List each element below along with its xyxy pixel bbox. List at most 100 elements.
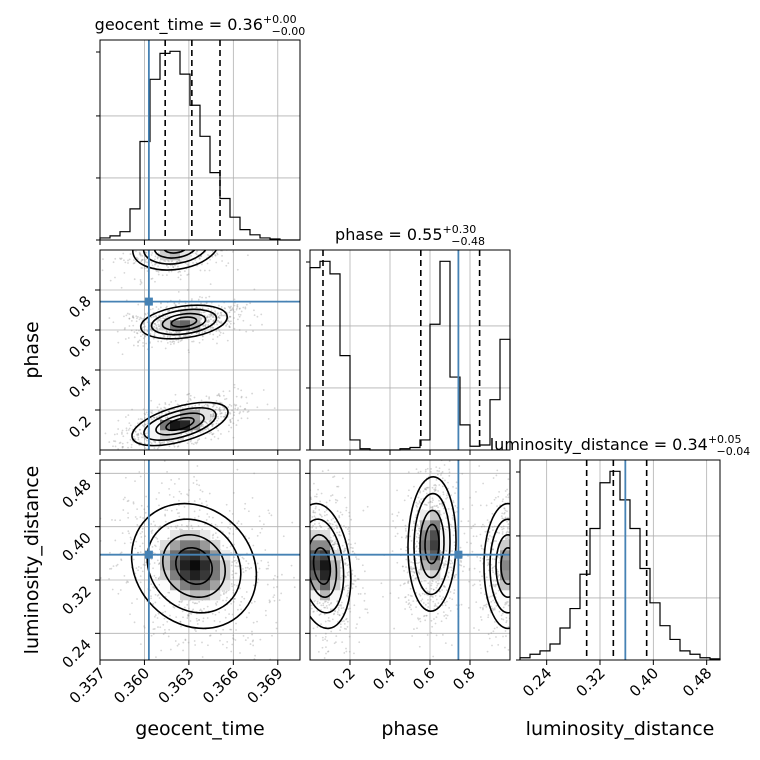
sample-point (437, 602, 440, 605)
sample-point (121, 532, 124, 535)
sample-point (214, 254, 217, 256)
sample-point (116, 330, 119, 333)
sample-point (301, 582, 303, 584)
sample-point (301, 613, 303, 615)
sample-point (442, 491, 445, 494)
sample-point (412, 570, 414, 573)
sample-point (182, 229, 184, 231)
sample-point (332, 534, 335, 537)
sample-point (139, 253, 142, 256)
sample-point (346, 592, 349, 595)
sample-point (322, 602, 325, 605)
sample-point (193, 396, 196, 399)
sample-point (233, 386, 236, 389)
sample-point (178, 247, 180, 249)
sample-point (345, 650, 348, 653)
sample-point (163, 245, 165, 247)
sample-point (193, 233, 195, 235)
sample-point (151, 346, 153, 349)
sample-point (345, 617, 348, 620)
sample-point (337, 606, 340, 609)
sample-point (443, 512, 445, 515)
sample-point (313, 482, 315, 485)
sample-point (210, 314, 213, 317)
sample-point (150, 583, 153, 586)
sample-point (182, 224, 184, 226)
density-bin (210, 590, 221, 601)
sample-point (134, 480, 136, 483)
sample-point (167, 241, 169, 243)
sample-point (449, 591, 452, 593)
sample-point (251, 497, 254, 499)
sample-point (297, 585, 299, 587)
sample-point (177, 445, 180, 447)
sample-point (417, 555, 420, 557)
sample-point (300, 557, 302, 559)
sample-point (410, 539, 413, 542)
sample-point (142, 337, 145, 340)
sample-point (124, 476, 127, 479)
sample-point (209, 232, 211, 234)
sample-point (208, 320, 211, 323)
sample-point (303, 567, 305, 569)
sample-point (207, 254, 209, 256)
sample-point (205, 395, 208, 398)
sample-point (194, 248, 196, 250)
sample-point (160, 412, 163, 415)
sample-point (156, 447, 159, 450)
sample-point (179, 226, 181, 228)
sample-point (162, 232, 164, 234)
sample-point (304, 573, 306, 575)
sample-point (302, 551, 304, 553)
sample-point (415, 514, 418, 516)
sample-point (108, 317, 111, 319)
sample-point (171, 220, 173, 222)
sample-point (356, 623, 358, 626)
sample-point (180, 524, 183, 526)
sample-point (188, 612, 191, 615)
sample-point (183, 232, 185, 234)
sample-point (450, 566, 453, 569)
sample-point (112, 445, 114, 448)
sample-point (215, 603, 218, 606)
sample-point (324, 514, 326, 517)
sample-point (217, 328, 220, 331)
sample-point (217, 231, 219, 233)
sample-point (173, 302, 176, 305)
sample-point (238, 315, 241, 318)
sample-point (300, 541, 302, 543)
sample-point (129, 462, 131, 464)
sample-point (139, 545, 141, 548)
sample-point (232, 637, 234, 640)
sample-point (164, 514, 167, 517)
sample-point (153, 334, 156, 337)
sample-point (303, 554, 305, 556)
sample-point (144, 251, 147, 254)
sample-point (173, 340, 176, 343)
sample-point (165, 264, 168, 267)
sample-point (391, 441, 393, 443)
sample-point (233, 322, 235, 325)
sample-point (430, 587, 433, 590)
sample-point (430, 467, 433, 470)
sample-point (304, 523, 306, 525)
sample-point (140, 282, 143, 284)
sample-point (203, 243, 205, 245)
sample-point (179, 233, 181, 235)
sample-point (113, 433, 116, 436)
sample-point (348, 511, 351, 514)
sample-point (154, 323, 157, 326)
sample-point (278, 443, 280, 445)
sample-point (169, 343, 172, 346)
sample-point (231, 307, 234, 310)
sample-point (207, 404, 210, 407)
sample-point (159, 244, 161, 246)
sample-point (134, 572, 137, 575)
sample-point (158, 403, 161, 406)
sample-point (231, 308, 234, 311)
sample-point (303, 532, 305, 534)
sample-point (141, 424, 144, 427)
sample-point (312, 524, 314, 527)
contour-line (146, 518, 242, 614)
sample-point (340, 601, 343, 604)
